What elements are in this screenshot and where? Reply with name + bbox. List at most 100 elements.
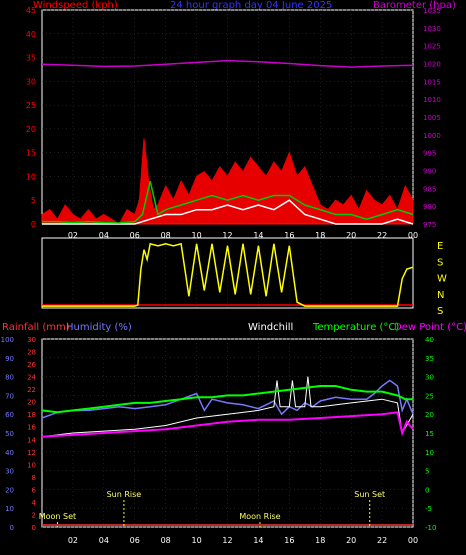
x-tick-label: 00 xyxy=(408,231,418,240)
x-tick-label: 00 xyxy=(408,536,418,545)
humidity-tick-label: 90 xyxy=(5,355,14,363)
barometer-tick-label: 1010 xyxy=(423,96,441,104)
temperature-tick-label: 25 xyxy=(425,392,434,400)
x-tick-label: 22 xyxy=(377,231,387,240)
barometer-tick-label: 1000 xyxy=(423,132,441,140)
barometer-tick-label: 975 xyxy=(423,221,436,229)
rainfall-axis-label: Rainfall (mm) xyxy=(2,322,70,333)
windspeed-axis-label: Windspeed (kph) xyxy=(33,0,118,11)
x-tick-label: 08 xyxy=(161,231,171,240)
barometer-tick-label: 1025 xyxy=(423,43,441,51)
temperature-line xyxy=(41,385,413,414)
x-tick-label: 14 xyxy=(253,231,263,240)
barometer-line xyxy=(41,59,414,68)
windspeed-tick-label: 20 xyxy=(26,125,36,134)
rainfall-tick-label: 6 xyxy=(32,486,37,494)
humidity-tick-label: 100 xyxy=(1,336,14,344)
rainfall-tick-label: 20 xyxy=(27,399,36,407)
humidity-tick-label: 50 xyxy=(5,430,14,438)
rainfall-tick-label: 0 xyxy=(32,524,36,532)
event-label: Moon Set xyxy=(39,512,76,521)
rainfall-tick-label: 10 xyxy=(27,461,36,469)
chart-title: 24 hour graph day 04 June 2025 xyxy=(170,0,332,11)
temperature-tick-label: -10 xyxy=(425,524,436,532)
temperature-tick-label: 20 xyxy=(425,411,434,419)
humidity-tick-label: 20 xyxy=(5,486,14,494)
direction-label: E xyxy=(437,241,443,252)
rainfall-tick-label: 12 xyxy=(27,449,36,457)
windspeed-gust-area xyxy=(41,138,414,225)
wind-direction-line xyxy=(42,242,414,307)
x-tick-label: 18 xyxy=(315,536,325,545)
x-tick-label: 22 xyxy=(377,536,387,545)
event-label: Moon Rise xyxy=(239,512,280,521)
windspeed-tick-label: 5 xyxy=(31,196,36,205)
temperature-tick-label: 10 xyxy=(425,449,434,457)
windspeed-tick-label: 10 xyxy=(26,172,36,181)
humidity-axis-label: Humidity (%) xyxy=(66,322,132,333)
x-tick-label: 08 xyxy=(161,536,171,545)
barometer-axis-label: Barometer (hpa) xyxy=(373,0,456,11)
windspeed-barometer-panel: 0510152025303540459759809859909951000100… xyxy=(26,6,441,240)
windspeed-tick-label: 30 xyxy=(26,77,36,86)
x-tick-label: 10 xyxy=(191,536,201,545)
barometer-tick-label: 985 xyxy=(423,185,436,193)
x-tick-label: 02 xyxy=(68,536,78,545)
direction-label: S xyxy=(437,306,443,317)
x-tick-label: 04 xyxy=(99,536,109,545)
x-tick-label: 02 xyxy=(68,231,78,240)
barometer-tick-label: 1005 xyxy=(423,114,441,122)
barometer-tick-label: 980 xyxy=(423,203,436,211)
x-tick-label: 18 xyxy=(315,231,325,240)
rainfall-tick-label: 2 xyxy=(32,511,36,519)
humidity-tick-label: 70 xyxy=(5,392,14,400)
direction-label: N xyxy=(437,290,444,301)
barometer-tick-label: 995 xyxy=(423,150,436,158)
temperature-humidity-panel: 0102030405060708090100024681012141618202… xyxy=(1,336,437,545)
x-tick-label: 10 xyxy=(191,231,201,240)
rainfall-tick-label: 18 xyxy=(27,411,36,419)
temperature-tick-label: 0 xyxy=(425,486,429,494)
x-tick-label: 16 xyxy=(284,231,294,240)
temperature-tick-label: 30 xyxy=(425,374,434,382)
event-label: Sun Set xyxy=(354,490,385,499)
barometer-tick-label: 990 xyxy=(423,168,436,176)
humidity-tick-label: 30 xyxy=(5,468,14,476)
dew-point-axis-label: Dew Point (°C) xyxy=(394,322,466,333)
rainfall-tick-label: 16 xyxy=(27,424,36,432)
windspeed-avg-line xyxy=(42,181,414,224)
x-tick-label: 06 xyxy=(130,231,140,240)
windspeed-tick-label: 0 xyxy=(31,220,36,229)
windspeed-low-line xyxy=(42,199,414,225)
rainfall-tick-label: 24 xyxy=(27,374,36,382)
rainfall-tick-label: 30 xyxy=(27,336,36,344)
barometer-tick-label: 1035 xyxy=(423,7,441,15)
windchill-line xyxy=(41,376,414,438)
rainfall-tick-label: 8 xyxy=(32,474,36,482)
windspeed-tick-label: 15 xyxy=(26,149,36,158)
windspeed-tick-label: 35 xyxy=(26,54,36,63)
event-label: Sun Rise xyxy=(107,490,142,499)
rainfall-tick-label: 14 xyxy=(27,436,36,444)
rainfall-tick-label: 22 xyxy=(27,386,36,394)
windspeed-tick-label: 25 xyxy=(26,101,36,110)
humidity-line xyxy=(41,379,414,419)
x-tick-label: 06 xyxy=(130,536,140,545)
x-tick-label: 20 xyxy=(346,231,356,240)
windchill-label: Windchill xyxy=(248,322,293,333)
humidity-tick-label: 40 xyxy=(5,449,14,457)
humidity-tick-label: 80 xyxy=(5,374,14,382)
temperature-tick-label: 15 xyxy=(425,430,434,438)
humidity-tick-label: 60 xyxy=(5,411,14,419)
x-tick-label: 12 xyxy=(222,231,232,240)
barometer-tick-label: 1015 xyxy=(423,78,441,86)
temperature-tick-label: 35 xyxy=(425,355,434,363)
rainfall-tick-label: 26 xyxy=(27,361,36,369)
x-tick-label: 16 xyxy=(284,536,294,545)
dew-point-line xyxy=(41,411,414,438)
temperature-tick-label: 5 xyxy=(425,468,429,476)
x-tick-label: 14 xyxy=(253,536,263,545)
x-tick-label: 04 xyxy=(99,231,109,240)
windspeed-tick-label: 40 xyxy=(26,30,36,39)
